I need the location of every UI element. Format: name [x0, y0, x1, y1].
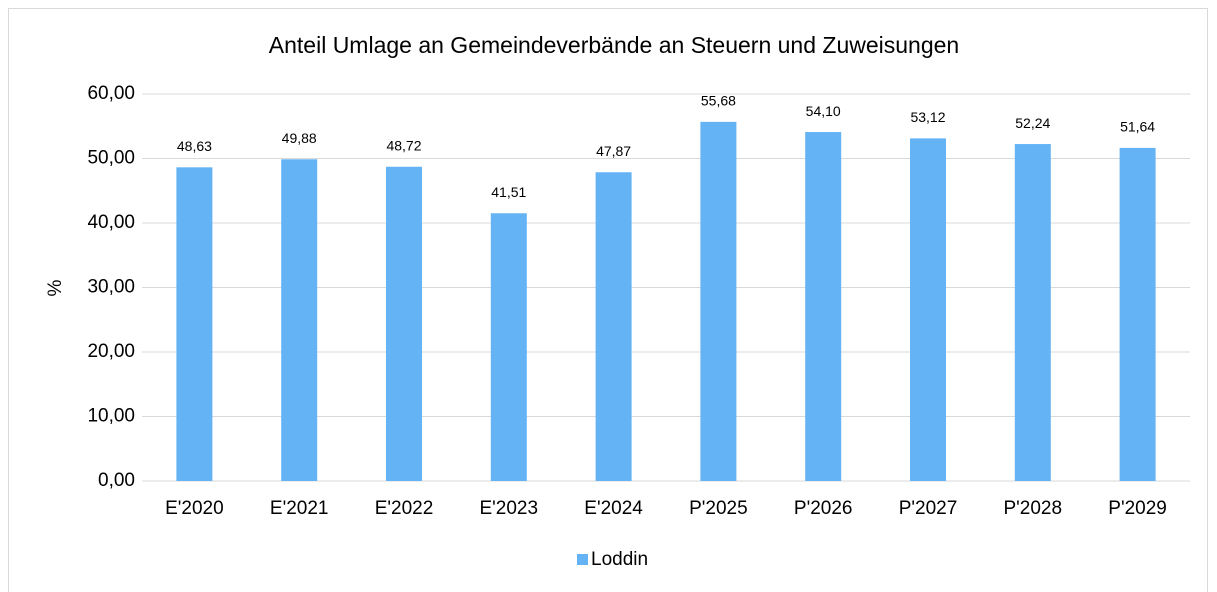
x-tick-label: E'2022 — [375, 498, 434, 519]
x-tick-label: E'2023 — [480, 498, 539, 519]
y-axis-label: % — [45, 279, 66, 296]
data-label: 53,12 — [910, 109, 945, 125]
bar — [805, 132, 842, 481]
x-tick-label: E'2024 — [584, 498, 643, 519]
bar — [1014, 144, 1051, 481]
y-tick-label: 60,00 — [87, 83, 135, 104]
y-tick-label: 10,00 — [87, 406, 135, 427]
bar — [176, 167, 213, 482]
data-label: 55,68 — [701, 93, 736, 109]
x-tick-label: E'2021 — [270, 498, 329, 519]
data-label: 54,10 — [806, 103, 841, 119]
bar — [1119, 147, 1156, 481]
data-label: 47,87 — [596, 143, 631, 159]
x-tick-label: P'2027 — [899, 498, 958, 519]
x-tick-label: P'2028 — [1004, 498, 1063, 519]
bar — [595, 172, 632, 481]
data-label: 48,72 — [386, 137, 421, 153]
x-tick-label: P'2029 — [1108, 498, 1167, 519]
y-tick-label: 20,00 — [87, 341, 135, 362]
data-label: 52,24 — [1015, 115, 1050, 131]
x-tick-label: E'2020 — [165, 498, 224, 519]
legend-swatch — [577, 554, 588, 565]
bar — [700, 121, 737, 481]
y-tick-label: 0,00 — [98, 470, 135, 491]
y-tick-label: 40,00 — [87, 212, 135, 233]
bar — [490, 213, 527, 481]
bar — [386, 166, 422, 482]
x-tick-label: P'2025 — [689, 498, 748, 519]
data-label: 41,51 — [491, 184, 526, 200]
y-tick-label: 30,00 — [87, 277, 135, 298]
data-label: 48,63 — [177, 138, 212, 154]
data-label: 49,88 — [282, 130, 317, 146]
bar — [281, 159, 318, 482]
y-tick-label: 50,00 — [87, 148, 135, 169]
data-label: 51,64 — [1120, 119, 1155, 135]
legend-label: Loddin — [591, 549, 648, 570]
chart-title: Anteil Umlage an Gemeindeverbände an Ste… — [269, 32, 959, 58]
bar — [910, 138, 946, 481]
x-tick-label: P'2026 — [794, 498, 853, 519]
